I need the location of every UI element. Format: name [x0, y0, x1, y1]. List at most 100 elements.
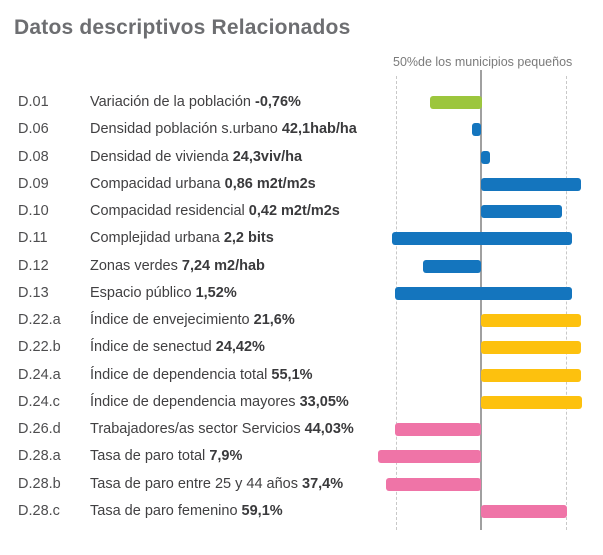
indicator-row: D.09 Compacidad urbana 0,86 m2t/m2s: [0, 171, 603, 198]
center-baseline: [480, 70, 482, 530]
indicator-label: Tasa de paro entre 25 y 44 años 37,4%: [90, 471, 343, 498]
indicator-text: Compacidad urbana: [90, 175, 225, 192]
indicator-code: D.13: [18, 284, 49, 301]
indicator-label: Tasa de paro femenino 59,1%: [90, 498, 283, 525]
indicator-code: D.24.a: [18, 366, 61, 383]
indicator-text: Tasa de paro entre 25 y 44 años: [90, 475, 303, 492]
indicator-text: Tasa de paro femenino: [90, 502, 242, 519]
indicator-bar: [481, 314, 581, 328]
indicator-bar: [430, 96, 482, 109]
indicator-label: Compacidad urbana 0,86 m2t/m2s: [90, 171, 316, 198]
indicator-label: Tasa de paro total 7,9%: [90, 443, 242, 470]
indicator-row: D.28.b Tasa de paro entre 25 y 44 años 3…: [0, 471, 603, 498]
indicator-row: D.10 Compacidad residencial 0,42 m2t/m2s: [0, 198, 603, 225]
indicator-bar: [392, 232, 572, 246]
indicator-rows: D.01 Variación de la población -0,76% D.…: [0, 89, 603, 525]
indicator-value: 24,3viv/ha: [232, 148, 303, 165]
indicator-bar: [395, 423, 481, 437]
indicator-label: Trabajadores/as sector Servicios 44,03%: [90, 416, 354, 443]
indicator-label: Espacio público 1,52%: [90, 280, 237, 307]
indicator-code: D.28.c: [18, 502, 60, 519]
indicator-value: 55,1%: [271, 366, 313, 383]
indicator-label: Complejidad urbana 2,2 bits: [90, 225, 274, 252]
indicator-value: 24,42%: [215, 339, 265, 356]
indicator-label: Índice de senectud 24,42%: [90, 334, 265, 361]
indicator-value: -0,76%: [254, 94, 301, 110]
indicator-label: Zonas verdes 7,24 m2/hab: [90, 253, 265, 280]
indicator-code: D.26.d: [18, 421, 61, 438]
indicator-row: D.06 Densidad población s.urbano 42,1hab…: [0, 116, 603, 143]
indicator-code: D.01: [18, 94, 49, 110]
indicator-value: 37,4%: [302, 475, 344, 492]
indicator-label: Densidad población s.urbano 42,1hab/ha: [90, 116, 357, 143]
indicator-row: D.01 Variación de la población -0,76%: [0, 89, 603, 116]
indicator-value: 33,05%: [299, 393, 349, 410]
indicator-code: D.09: [18, 175, 49, 192]
indicator-code: D.24.c: [18, 393, 60, 410]
indicator-code: D.22.a: [18, 312, 61, 329]
indicator-text: Zonas verdes: [90, 257, 182, 274]
indicator-text: Espacio público: [90, 284, 196, 301]
indicator-value: 7,24 m2/hab: [181, 257, 265, 274]
indicator-bar: [386, 477, 481, 491]
indicator-row: D.24.c Índice de dependencia mayores 33,…: [0, 389, 603, 416]
indicator-row: D.12 Zonas verdes 7,24 m2/hab: [0, 253, 603, 280]
indicator-value: 59,1%: [241, 502, 283, 519]
indicator-code: D.06: [18, 121, 49, 138]
indicator-label: Índice de dependencia total 55,1%: [90, 362, 313, 389]
indicator-value: 7,9%: [209, 448, 243, 465]
indicator-label: Densidad de vivienda 24,3viv/ha: [90, 144, 302, 171]
indicator-bar: [472, 123, 481, 137]
indicator-row: D.13 Espacio público 1,52%: [0, 280, 603, 307]
indicator-text: Densidad población s.urbano: [90, 121, 282, 138]
indicator-code: D.11: [18, 230, 48, 247]
left-gridline: [396, 76, 397, 530]
indicator-value: 0,42 m2t/m2s: [248, 203, 340, 220]
indicator-code: D.10: [18, 203, 49, 220]
indicator-value: 0,86 m2t/m2s: [224, 175, 316, 192]
indicator-bar: [481, 150, 490, 164]
indicator-row: D.08 Densidad de vivienda 24,3viv/ha: [0, 144, 603, 171]
baseline-label: 50%de los municipios pequeños: [393, 55, 573, 69]
indicator-text: Densidad de vivienda: [90, 148, 233, 165]
indicator-text: Índice de dependencia mayores: [90, 393, 300, 410]
indicator-bar: [395, 286, 572, 300]
indicator-code: D.28.a: [18, 448, 61, 465]
indicator-row: D.11 Complejidad urbana 2,2 bits: [0, 225, 603, 252]
indicator-value: 21,6%: [253, 312, 295, 329]
indicator-text: Tasa de paro total: [90, 448, 210, 465]
indicator-bar: [481, 341, 581, 355]
indicator-text: Índice de envejecimiento: [90, 312, 254, 329]
indicator-label: Índice de envejecimiento 21,6%: [90, 307, 295, 334]
indicator-bar: [481, 177, 581, 191]
indicator-code: D.08: [18, 148, 49, 165]
indicator-bar: [481, 205, 562, 219]
indicator-value: 42,1hab/ha: [281, 121, 357, 138]
indicator-row: D.24.a Índice de dependencia total 55,1%: [0, 362, 603, 389]
indicator-row: D.28.a Tasa de paro total 7,9%: [0, 443, 603, 470]
indicator-label: Índice de dependencia mayores 33,05%: [90, 389, 349, 416]
indicator-label: Compacidad residencial 0,42 m2t/m2s: [90, 198, 340, 225]
indicator-bar: [378, 450, 481, 464]
indicator-bar: [481, 504, 567, 518]
indicator-code: D.22.b: [18, 339, 61, 356]
indicator-value: 1,52%: [195, 284, 237, 301]
indicator-text: Variación de la población: [90, 94, 255, 110]
indicator-row: D.28.c Tasa de paro femenino 59,1%: [0, 498, 603, 525]
indicator-text: Índice de dependencia total: [90, 366, 272, 383]
indicator-code: D.28.b: [18, 475, 61, 492]
indicator-value: 2,2 bits: [223, 230, 274, 247]
indicator-value: 44,03%: [304, 421, 354, 438]
indicator-row: D.22.b Índice de senectud 24,42%: [0, 334, 603, 361]
indicator-row: D.22.a Índice de envejecimiento 21,6%: [0, 307, 603, 334]
indicator-bar: [423, 259, 481, 273]
indicator-text: Índice de senectud: [90, 339, 216, 356]
indicator-text: Trabajadores/as sector Servicios: [90, 421, 305, 438]
indicator-bar: [481, 368, 581, 382]
indicator-row: D.26.d Trabajadores/as sector Servicios …: [0, 416, 603, 443]
right-gridline: [566, 76, 567, 530]
indicator-code: D.12: [18, 257, 49, 274]
page-title: Datos descriptivos Relacionados: [14, 16, 351, 39]
indicator-text: Complejidad urbana: [90, 230, 224, 247]
indicator-text: Compacidad residencial: [90, 203, 249, 220]
